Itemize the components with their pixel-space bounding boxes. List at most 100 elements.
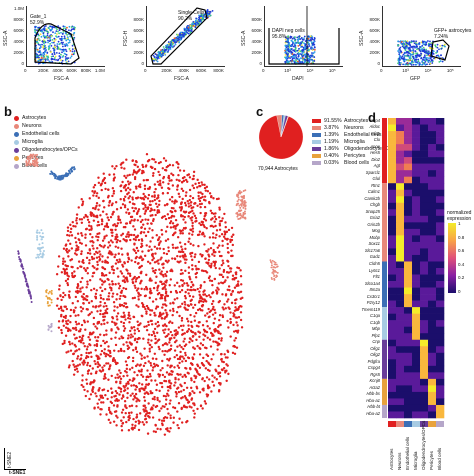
tsne-point bbox=[239, 269, 241, 271]
facs-dot bbox=[428, 59, 430, 61]
tsne-point bbox=[82, 386, 84, 388]
heatmap-cell bbox=[388, 222, 396, 229]
heatmap-cell bbox=[420, 242, 428, 249]
facs-dot bbox=[212, 10, 214, 12]
tsne-point bbox=[93, 219, 95, 221]
tsne-point bbox=[120, 390, 122, 392]
tsne-point bbox=[167, 165, 169, 167]
tsne-point bbox=[148, 360, 150, 362]
tsne-point bbox=[138, 370, 140, 372]
tsne-point bbox=[166, 253, 168, 255]
tsne-point bbox=[174, 381, 176, 383]
tsne-point bbox=[135, 172, 137, 174]
tsne-point bbox=[155, 358, 157, 360]
tsne-point bbox=[97, 358, 99, 360]
tsne-point bbox=[129, 275, 131, 277]
tsne-point bbox=[178, 367, 180, 369]
tsne-point bbox=[115, 165, 117, 167]
tsne-point bbox=[214, 317, 216, 319]
tsne-point bbox=[64, 294, 66, 296]
tsne-point bbox=[135, 393, 137, 395]
tsne-point bbox=[120, 349, 122, 351]
facs-dot bbox=[294, 61, 296, 63]
tsne-point bbox=[193, 381, 195, 383]
gene-label: P2ry12 bbox=[340, 300, 380, 305]
tsne-point bbox=[104, 373, 106, 375]
tsne-point bbox=[108, 241, 110, 243]
tsne-point bbox=[131, 327, 133, 329]
facs-dot bbox=[57, 59, 59, 61]
tsne-point bbox=[100, 396, 102, 398]
tsne-point bbox=[68, 290, 70, 292]
tsne-point bbox=[221, 293, 223, 295]
tsne-point bbox=[170, 331, 172, 333]
tsne-point bbox=[161, 367, 163, 369]
x-axis-label: DAPI bbox=[292, 76, 304, 82]
tsne-point bbox=[93, 192, 95, 194]
tsne-point bbox=[77, 314, 79, 316]
tsne-point bbox=[196, 205, 198, 207]
facs-dot bbox=[312, 49, 314, 51]
tsne-point bbox=[49, 291, 51, 293]
facs-dot bbox=[427, 40, 429, 42]
facs-dot bbox=[63, 50, 65, 52]
tsne-point bbox=[222, 276, 224, 278]
tsne-point bbox=[213, 384, 215, 386]
tsne-point bbox=[178, 391, 180, 393]
facs-dot bbox=[47, 31, 49, 33]
facs-dot bbox=[58, 48, 60, 50]
tsne-point bbox=[199, 348, 201, 350]
facs-dot bbox=[70, 57, 72, 59]
tsne-point bbox=[165, 160, 167, 162]
tsne-point bbox=[49, 173, 51, 175]
tsne-point bbox=[207, 261, 209, 263]
tsne-point bbox=[95, 293, 97, 295]
facs-dot bbox=[440, 54, 442, 56]
tsne-point bbox=[176, 345, 178, 347]
tsne-point bbox=[158, 390, 160, 392]
tsne-point bbox=[71, 234, 73, 236]
tsne-point bbox=[88, 259, 90, 261]
tsne-point bbox=[171, 257, 173, 259]
pie-legend-swatch bbox=[312, 140, 321, 144]
tsne-point bbox=[179, 232, 181, 234]
tsne-point bbox=[164, 204, 166, 206]
legend-label: Astrocytes bbox=[22, 115, 46, 121]
tsne-point bbox=[123, 261, 125, 263]
tsne-point bbox=[192, 230, 194, 232]
tsne-point bbox=[76, 357, 78, 359]
tsne-point bbox=[152, 175, 154, 177]
y-tick-label: 800K bbox=[133, 17, 144, 22]
heatmap-cell bbox=[436, 203, 444, 210]
tsne-point bbox=[87, 356, 89, 358]
heatmap-cell bbox=[396, 216, 404, 223]
tsne-point bbox=[95, 205, 97, 207]
tsne-point bbox=[124, 370, 126, 372]
gene-label: Olig2 bbox=[340, 352, 380, 357]
heatmap-cell bbox=[388, 229, 396, 236]
facs-dot bbox=[71, 26, 73, 28]
tsne-point bbox=[154, 161, 156, 163]
tsne-point bbox=[164, 299, 166, 301]
facs-dot bbox=[60, 54, 62, 56]
tsne-point bbox=[117, 222, 119, 224]
tsne-point bbox=[63, 342, 65, 344]
tsne-point bbox=[80, 306, 82, 308]
tsne-point bbox=[95, 395, 97, 397]
tsne-point bbox=[133, 234, 135, 236]
tsne-point bbox=[177, 306, 179, 308]
facs-dot bbox=[41, 57, 43, 59]
tsne-point bbox=[131, 219, 133, 221]
tsne-point bbox=[152, 404, 154, 406]
tsne-point bbox=[181, 181, 183, 183]
tsne-point bbox=[138, 324, 140, 326]
tsne-point bbox=[65, 249, 67, 251]
tsne-point bbox=[184, 354, 186, 356]
tsne-point bbox=[168, 373, 170, 375]
tsne-point bbox=[194, 368, 196, 370]
facs-dot bbox=[71, 28, 73, 30]
tsne-point bbox=[125, 277, 127, 279]
tsne-point bbox=[202, 344, 204, 346]
tsne-point bbox=[243, 217, 245, 219]
tsne-point bbox=[65, 268, 67, 270]
